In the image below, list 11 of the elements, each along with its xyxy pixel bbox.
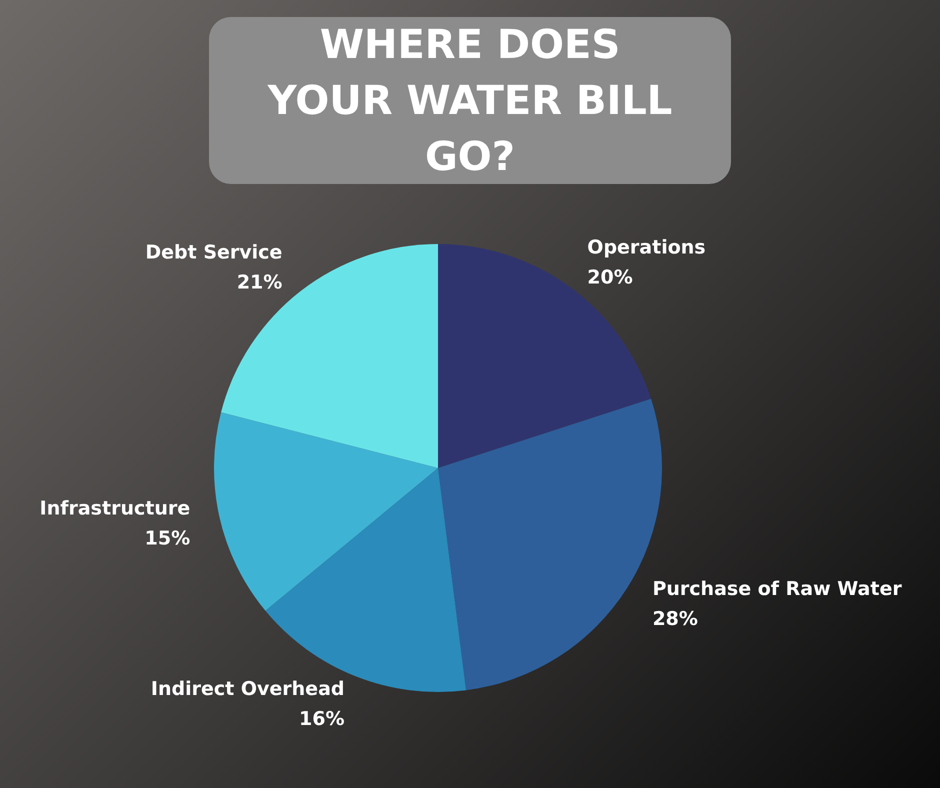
- slice-label: Debt Service: [145, 241, 282, 264]
- slice-label: Purchase of Raw Water: [652, 578, 902, 600]
- data-label: 28%: [652, 608, 698, 630]
- data-label: 21%: [236, 271, 282, 294]
- data-label: 20%: [587, 266, 633, 289]
- chart-title: WHERE DOES YOUR WATER BILL GO?: [209, 17, 731, 184]
- data-label: 16%: [299, 708, 344, 730]
- slice-label: Operations: [587, 236, 706, 259]
- slice-label: Indirect Overhead: [150, 678, 344, 700]
- data-label: 15%: [144, 527, 190, 550]
- slice-label: Infrastructure: [40, 497, 190, 520]
